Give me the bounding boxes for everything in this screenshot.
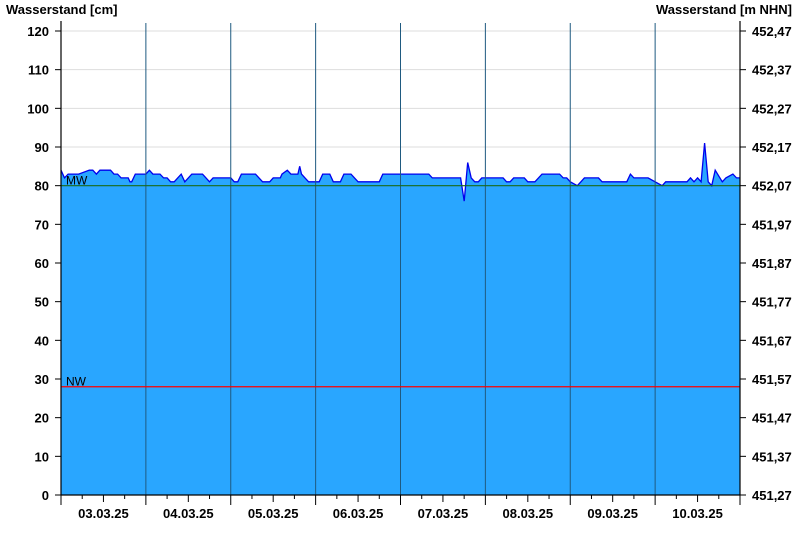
left-tick-label: 20 (35, 411, 49, 426)
day-separators (145, 23, 656, 495)
x-tick-label: 04.03.25 (163, 506, 214, 521)
x-tick-label: 10.03.25 (672, 506, 723, 521)
axes: 0 451,27 10 451,37 20 451,47 30 451,57 40 451,67 5… (27, 21, 792, 521)
left-tick-label: 0 (42, 488, 49, 503)
right-tick-label: 451,77 (752, 295, 792, 310)
right-tick-label: 451,37 (752, 449, 792, 464)
right-tick-label: 452,37 (752, 63, 792, 78)
left-tick-label: 120 (27, 24, 49, 39)
left-tick-label: 90 (35, 140, 49, 155)
left-tick-label: 60 (35, 256, 49, 271)
left-tick-label: 50 (35, 295, 49, 310)
right-tick-label: 451,27 (752, 488, 792, 503)
reference-label-nw: NW (66, 375, 87, 389)
x-tick-label: 08.03.25 (503, 506, 554, 521)
right-tick-label: 451,97 (752, 217, 792, 232)
left-tick-label: 30 (35, 372, 49, 387)
left-tick-label: 110 (28, 63, 49, 78)
right-tick-label: 452,07 (752, 179, 792, 194)
right-tick-label: 451,47 (752, 411, 792, 426)
reference-label-mw: MW (66, 174, 88, 188)
right-tick-label: 451,57 (752, 372, 792, 387)
left-axis-title: Wasserstand [cm] (6, 2, 118, 17)
x-tick-label: 03.03.25 (78, 506, 129, 521)
x-tick-label: 06.03.25 (333, 506, 384, 521)
reference-lines: MW NW (61, 174, 740, 389)
right-tick-label: 451,87 (752, 256, 792, 271)
x-tick-label: 07.03.25 (418, 506, 469, 521)
left-tick-label: 10 (35, 449, 49, 464)
x-tick-label: 05.03.25 (248, 506, 299, 521)
water-level-line (60, 143, 740, 202)
left-tick-label: 70 (35, 217, 49, 232)
right-tick-label: 451,67 (752, 333, 792, 348)
right-tick-label: 452,47 (752, 24, 792, 39)
right-tick-label: 452,27 (752, 101, 792, 116)
right-tick-label: 452,17 (752, 140, 792, 155)
left-tick-label: 80 (35, 179, 49, 194)
x-tick-label: 09.03.25 (587, 506, 638, 521)
left-tick-label: 100 (27, 101, 49, 116)
left-tick-label: 40 (35, 333, 49, 348)
right-axis-title: Wasserstand [m NHN] (656, 2, 792, 17)
